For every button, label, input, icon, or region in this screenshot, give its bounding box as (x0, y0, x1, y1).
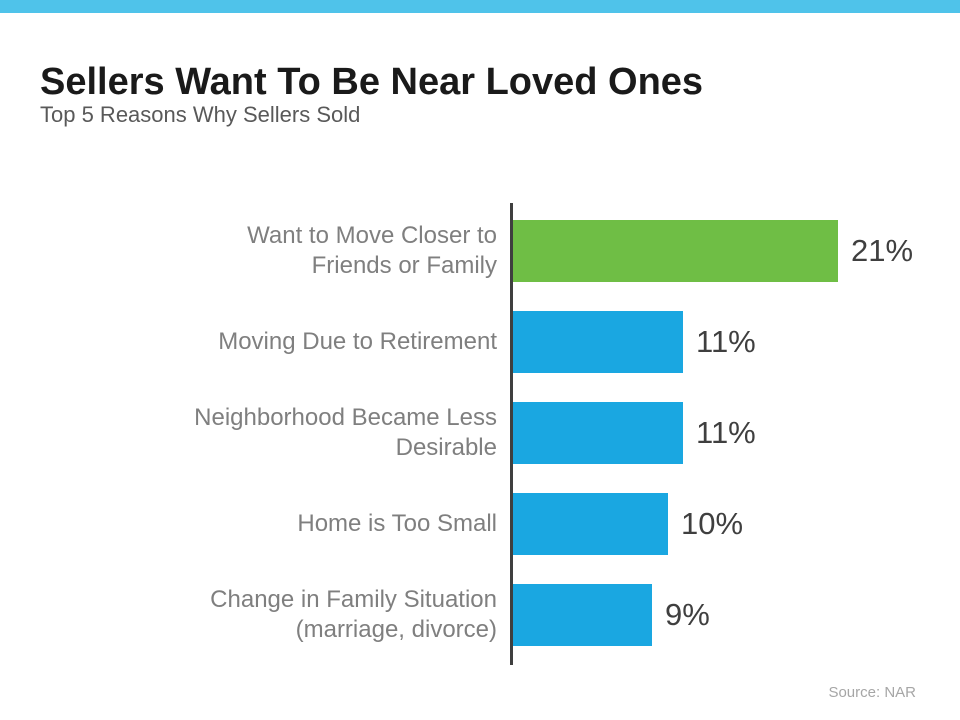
value-label: 21% (851, 232, 914, 268)
bar (513, 401, 683, 464)
category-label: Change in Family Situation (marriage, div… (210, 585, 497, 643)
value-label: 10% (681, 505, 744, 541)
source-note: Source: NAR (828, 684, 916, 701)
bar-cell: 9% (497, 583, 930, 646)
category-label: Home is Too Small (297, 509, 497, 537)
bar-cell: 21% (497, 219, 930, 282)
chart-rows: Want to Move Closer to Friends or Family 2… (40, 205, 930, 660)
bar-cell: 11% (497, 310, 930, 373)
category-label: Neighborhood Became Less Desirable (194, 403, 497, 461)
value-label: 11% (696, 323, 756, 359)
chart-row: Want to Move Closer to Friends or Family 2… (40, 205, 930, 296)
bar (513, 219, 838, 282)
value-label: 11% (696, 414, 756, 450)
page-title: Sellers Want To Be Near Loved Ones (40, 61, 704, 104)
category-label: Moving Due to Retirement (218, 327, 497, 355)
y-axis-line (510, 203, 513, 665)
chart-row: Neighborhood Became Less Desirable 11% (40, 387, 930, 478)
chart-row: Moving Due to Retirement 11% (40, 296, 930, 387)
bar-chart: Want to Move Closer to Friends or Family 2… (40, 200, 930, 670)
value-label: 9% (665, 596, 710, 632)
bar (513, 492, 668, 555)
bar (513, 310, 683, 373)
chart-row: Change in Family Situation (marriage, div… (40, 569, 930, 660)
bar-cell: 10% (497, 492, 930, 555)
chart-row: Home is Too Small 10% (40, 478, 930, 569)
bar-cell: 11% (497, 401, 930, 464)
top-accent-bar (0, 0, 960, 13)
page-subtitle: Top 5 Reasons Why Sellers Sold (40, 102, 361, 127)
bar (513, 583, 652, 646)
category-label: Want to Move Closer to Friends or Family (247, 221, 497, 279)
